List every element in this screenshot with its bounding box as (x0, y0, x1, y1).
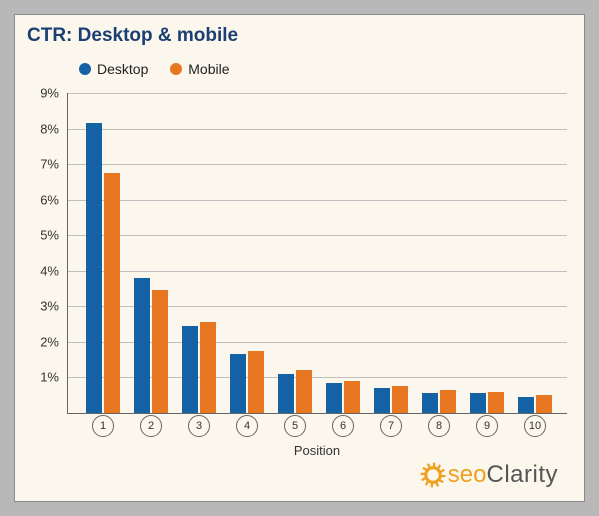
x-tick: 3 (188, 415, 210, 437)
outer-frame: CTR: Desktop & mobile Desktop Mobile Pos… (0, 0, 599, 516)
legend-item-mobile: Mobile (170, 61, 229, 77)
bar-desktop (470, 393, 486, 413)
bar-mobile (296, 370, 312, 413)
bar-mobile (536, 395, 552, 413)
y-tick-label: 3% (23, 299, 59, 314)
x-tick: 6 (332, 415, 354, 437)
x-tick: 4 (236, 415, 258, 437)
legend-swatch-desktop (79, 63, 91, 75)
y-tick-label: 1% (23, 370, 59, 385)
chart-panel: CTR: Desktop & mobile Desktop Mobile Pos… (14, 14, 585, 502)
bar-desktop (326, 383, 342, 413)
x-tick: 10 (524, 415, 546, 437)
x-tick: 1 (92, 415, 114, 437)
legend-swatch-mobile (170, 63, 182, 75)
grid-line (67, 271, 567, 272)
logo-part2: Clarity (486, 461, 558, 489)
x-axis (67, 413, 567, 414)
x-tick-label: 9 (476, 415, 498, 437)
legend-label-desktop: Desktop (97, 61, 148, 77)
grid-line (67, 129, 567, 130)
chart-title: CTR: Desktop & mobile (27, 25, 238, 47)
x-tick-label: 5 (284, 415, 306, 437)
bar-desktop (374, 388, 390, 413)
bar-mobile (440, 390, 456, 413)
x-tick-label: 7 (380, 415, 402, 437)
y-tick-label: 8% (23, 121, 59, 136)
bar-mobile (344, 381, 360, 413)
logo: seoClarity (420, 461, 558, 489)
bar-desktop (518, 397, 534, 413)
bar-mobile (248, 351, 264, 413)
gear-icon (420, 462, 446, 488)
x-tick-label: 8 (428, 415, 450, 437)
y-tick-label: 4% (23, 263, 59, 278)
y-tick-label: 5% (23, 228, 59, 243)
grid-line (67, 235, 567, 236)
x-tick-label: 1 (92, 415, 114, 437)
y-tick-label: 7% (23, 157, 59, 172)
bar-desktop (182, 326, 198, 413)
y-axis (67, 93, 68, 413)
bar-mobile (392, 386, 408, 413)
bar-mobile (152, 290, 168, 413)
legend: Desktop Mobile (79, 61, 248, 78)
y-tick-label: 6% (23, 192, 59, 207)
grid-line (67, 200, 567, 201)
logo-part1: seo (448, 461, 487, 489)
x-tick-label: 6 (332, 415, 354, 437)
bar-desktop (230, 354, 246, 413)
legend-item-desktop: Desktop (79, 61, 148, 77)
x-tick-label: 4 (236, 415, 258, 437)
x-tick: 8 (428, 415, 450, 437)
grid-line (67, 93, 567, 94)
bar-mobile (488, 392, 504, 413)
bar-desktop (422, 393, 438, 413)
bar-mobile (104, 173, 120, 413)
x-tick-label: 2 (140, 415, 162, 437)
x-tick: 9 (476, 415, 498, 437)
x-tick: 7 (380, 415, 402, 437)
bar-desktop (134, 278, 150, 413)
grid-line (67, 164, 567, 165)
bar-desktop (86, 123, 102, 413)
x-tick: 2 (140, 415, 162, 437)
x-tick-label: 3 (188, 415, 210, 437)
bar-mobile (200, 322, 216, 413)
legend-label-mobile: Mobile (188, 61, 229, 77)
x-tick: 5 (284, 415, 306, 437)
plot-area: Position 1%2%3%4%5%6%7%8%9%12345678910 (67, 93, 567, 413)
y-tick-label: 2% (23, 334, 59, 349)
x-tick-label: 10 (524, 415, 546, 437)
y-tick-label: 9% (23, 86, 59, 101)
bar-desktop (278, 374, 294, 413)
x-axis-label: Position (294, 443, 340, 458)
